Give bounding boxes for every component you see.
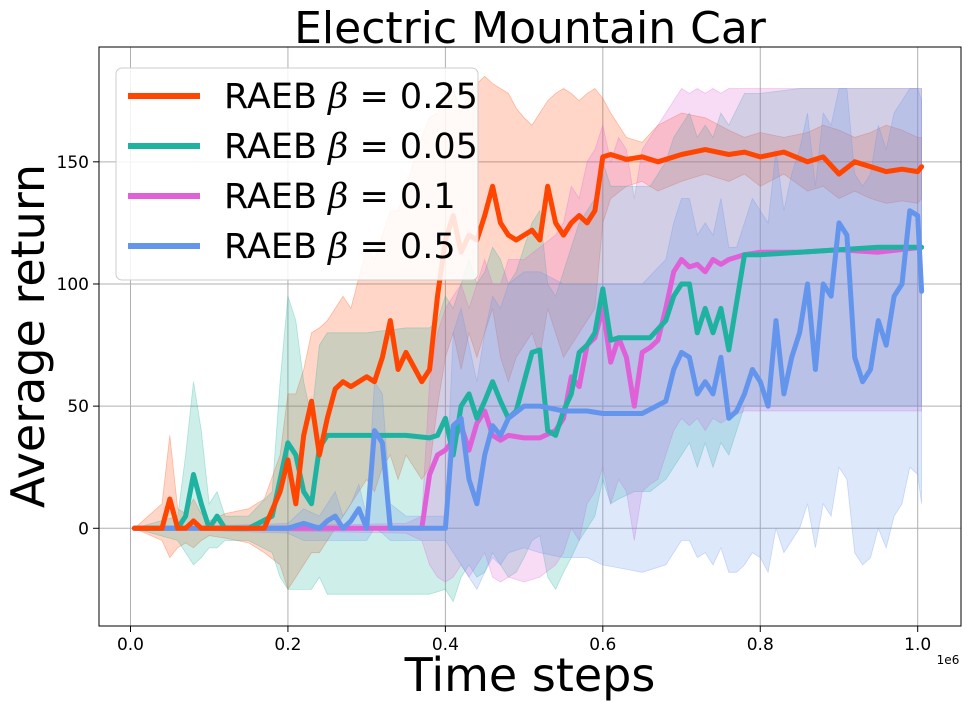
- legend-entry-prefix: RAEB: [224, 227, 328, 267]
- legend-frame: [115, 67, 479, 281]
- series-line: [131, 208, 925, 531]
- x-tick-label: 0.8: [747, 635, 774, 655]
- x-offset-label: 1e6: [937, 653, 960, 667]
- legend-entry-prefix: RAEB: [224, 77, 328, 117]
- legend-entry-value: 0.5: [400, 227, 456, 267]
- x-tick-label: 0.2: [274, 635, 301, 655]
- legend-entry-equals: =: [348, 227, 400, 267]
- legend-entry-equals: =: [348, 77, 400, 117]
- x-tick-label: 0.4: [432, 635, 459, 655]
- y-axis-label: Average return: [1, 164, 55, 508]
- legend-entry-beta: β: [326, 127, 348, 167]
- legend-entry-prefix: RAEB: [224, 177, 328, 217]
- legend-entry-label: RAEB β = 0.5: [224, 227, 456, 267]
- legend-entry-prefix: RAEB: [224, 127, 328, 167]
- y-tick-label: 50: [67, 397, 89, 417]
- y-tick-label: 100: [57, 275, 89, 295]
- legend-entry-equals: =: [348, 177, 400, 217]
- legend-entry-value: 0.25: [400, 77, 478, 117]
- legend-entry-value: 0.05: [400, 127, 478, 167]
- legend-entry-equals: =: [348, 127, 400, 167]
- y-ticks: 0 50 100 150: [57, 153, 99, 539]
- legend-entry-label: RAEB β = 0.1: [224, 177, 456, 217]
- legend-entry-label: RAEB β = 0.25: [224, 77, 478, 117]
- x-tick-label: 0.0: [117, 635, 144, 655]
- legend-entry-beta: β: [326, 227, 348, 267]
- x-tick-label: 0.6: [589, 635, 616, 655]
- legend-entry-beta: β: [326, 77, 348, 117]
- chart-title: Electric Mountain Car: [294, 3, 767, 54]
- confidence-band: [134, 88, 922, 591]
- legend-entry-value: 0.1: [400, 177, 456, 217]
- legend-entry-beta: β: [326, 177, 348, 217]
- plot-area: 0.0 0.2 0.4 0.6 0.8 1.0 0 50 100 150: [57, 46, 962, 655]
- y-tick-label: 0: [78, 519, 89, 539]
- plot-frame: [98, 46, 962, 627]
- x-ticks: 0.0 0.2 0.4 0.6 0.8 1.0: [117, 626, 931, 655]
- confidence-bands: [132, 75, 922, 603]
- y-tick-label: 150: [57, 153, 89, 173]
- legend-entry-label: RAEB β = 0.05: [224, 127, 478, 167]
- x-axis-label: Time steps: [404, 648, 656, 702]
- x-tick-label: 1.0: [904, 635, 931, 655]
